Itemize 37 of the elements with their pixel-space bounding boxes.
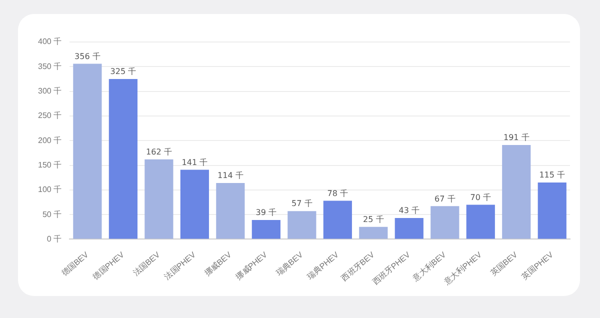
- data-label: 356 千: [74, 52, 100, 61]
- bar: [108, 78, 138, 239]
- bar: [73, 64, 102, 239]
- data-label: 25 千: [363, 214, 384, 224]
- bar: [252, 220, 280, 239]
- bar: [502, 145, 531, 239]
- data-label: 78 千: [327, 188, 348, 198]
- y-tick-label: 150 千: [38, 160, 62, 170]
- y-tick-label: 100 千: [38, 185, 62, 194]
- bar: [180, 170, 209, 239]
- data-label: 67 千: [434, 194, 456, 204]
- bar: [216, 183, 245, 239]
- data-label: 57 千: [292, 199, 312, 208]
- bar: [144, 159, 174, 239]
- data-label: 114 千: [218, 171, 244, 180]
- bar: [288, 211, 316, 239]
- y-tick-label: 400 千: [38, 37, 62, 46]
- data-label: 43 千: [398, 206, 420, 216]
- bar: [323, 200, 352, 239]
- y-tick-label: 350 千: [38, 62, 62, 71]
- bar: [466, 204, 495, 239]
- data-label: 141 千: [182, 158, 208, 167]
- y-tick-label: 250 千: [38, 111, 62, 120]
- bar: [359, 226, 388, 239]
- data-label: 191 千: [503, 133, 530, 142]
- data-label: 70 千: [470, 192, 492, 202]
- y-tick-label: 50 千: [42, 210, 62, 219]
- y-tick-label: 200 千: [38, 136, 62, 145]
- y-tick-label: 0 千: [46, 234, 62, 244]
- bar: [394, 218, 424, 239]
- data-label: 325 千: [110, 67, 136, 76]
- data-label: 115 千: [539, 170, 566, 180]
- data-label: 162 千: [146, 147, 172, 156]
- y-tick-label: 300 千: [38, 86, 62, 96]
- bar: [430, 206, 460, 239]
- data-label: 39 千: [256, 208, 277, 218]
- bar: [538, 182, 566, 239]
